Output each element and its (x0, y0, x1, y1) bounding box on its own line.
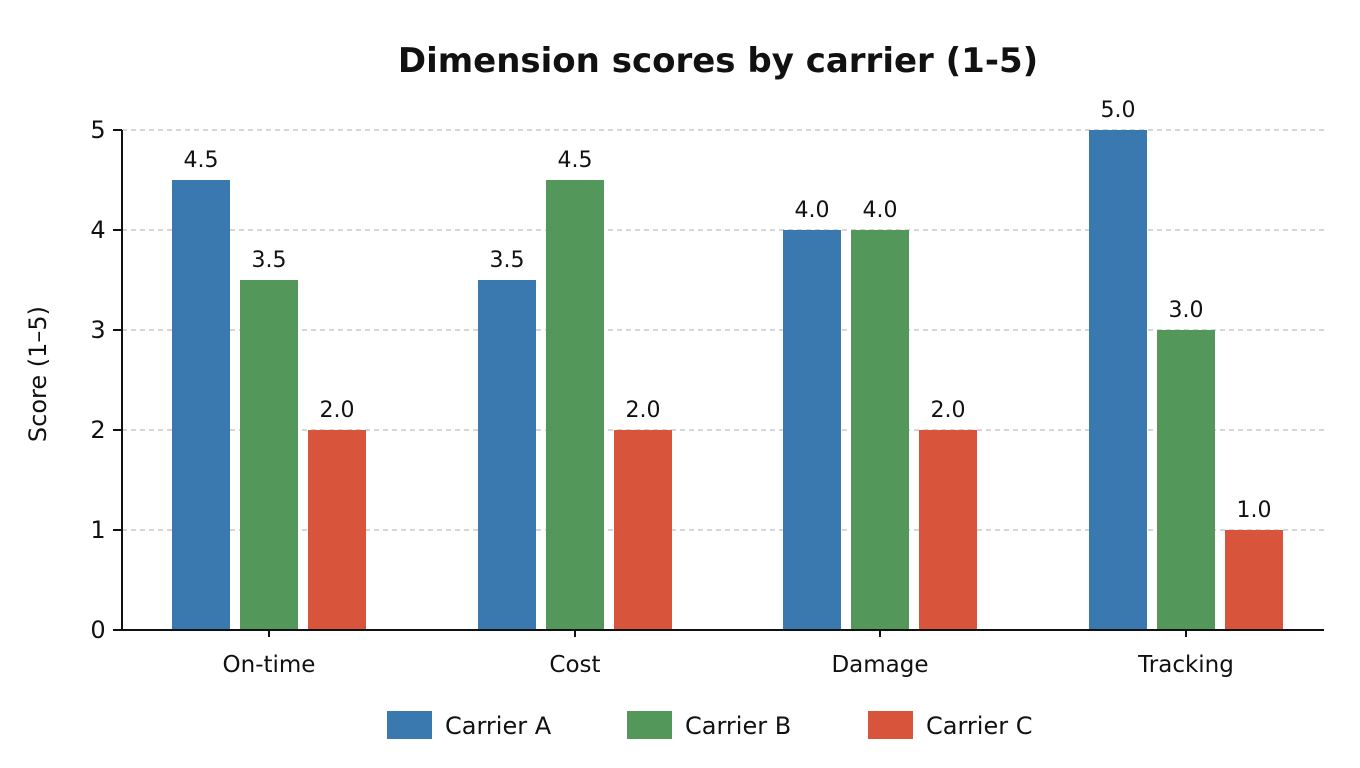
x-tick-label: Damage (831, 652, 928, 678)
value-labels: 4.5 3.5 2.0 3.5 4.5 2.0 4.0 4.0 2.0 5.0 3.0 1.0 (184, 98, 1272, 523)
bar (308, 430, 366, 630)
y-tick-label: 1 (90, 516, 105, 544)
legend-swatch (387, 711, 432, 739)
value-label: 3.0 (1169, 298, 1204, 323)
bar (478, 280, 536, 630)
axes: 0 1 2 3 4 5 On-time Cost Damage Tracking (90, 116, 1324, 678)
legend-swatch (627, 711, 672, 739)
value-label: 2.0 (931, 398, 966, 423)
legend-swatch (868, 711, 913, 739)
y-tick-label: 3 (90, 316, 105, 344)
bar (1157, 330, 1215, 630)
bar (919, 430, 977, 630)
y-tick-label: 5 (90, 116, 105, 144)
bar (240, 280, 298, 630)
bars (172, 130, 1283, 630)
value-label: 1.0 (1237, 498, 1272, 523)
bar (783, 230, 841, 630)
value-label: 3.5 (252, 248, 287, 273)
y-axis-label: Score (1–5) (24, 306, 52, 442)
y-tick-label: 4 (90, 216, 105, 244)
legend-label: Carrier C (926, 712, 1032, 740)
legend-label: Carrier B (685, 712, 791, 740)
legend-label: Carrier A (445, 712, 552, 740)
chart-title: Dimension scores by carrier (1-5) (398, 41, 1038, 81)
bar (546, 180, 604, 630)
x-tick-label: On-time (223, 652, 316, 678)
value-label: 4.0 (863, 198, 898, 223)
value-label: 3.5 (490, 248, 525, 273)
bar (851, 230, 909, 630)
value-label: 4.5 (558, 148, 593, 173)
value-label: 4.0 (795, 198, 830, 223)
y-tick-label: 2 (90, 416, 105, 444)
value-label: 2.0 (320, 398, 355, 423)
legend: Carrier A Carrier B Carrier C (387, 711, 1032, 740)
value-label: 4.5 (184, 148, 219, 173)
value-label: 5.0 (1101, 98, 1136, 123)
bar (1225, 530, 1283, 630)
value-label: 2.0 (626, 398, 661, 423)
bar (1089, 130, 1147, 630)
bar (172, 180, 230, 630)
bar (614, 430, 672, 630)
x-tick-label: Tracking (1137, 652, 1234, 678)
y-tick-label: 0 (90, 616, 105, 644)
x-tick-label: Cost (549, 652, 600, 678)
